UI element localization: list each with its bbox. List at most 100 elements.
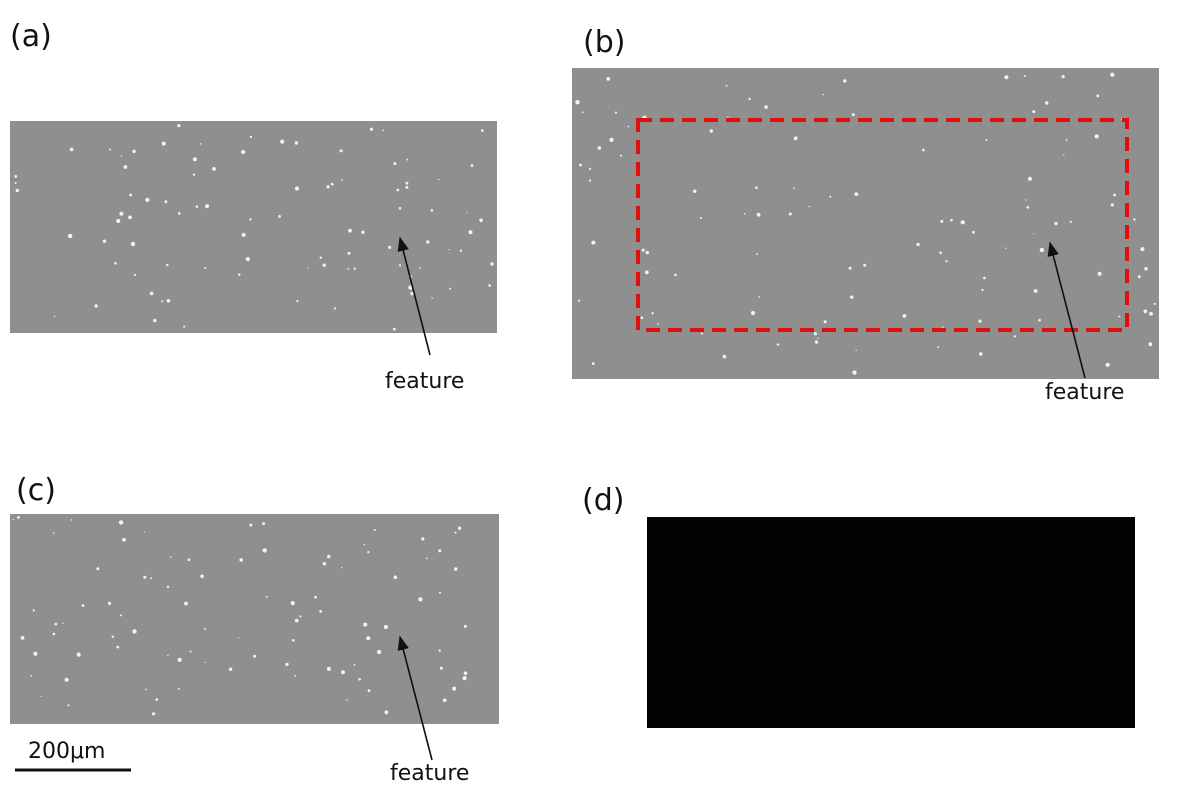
speckle [1062,75,1065,78]
speckle [193,157,197,161]
speckle [295,619,299,623]
speckle [346,699,348,701]
speckle [13,519,14,520]
speckle [1027,206,1030,209]
speckle [628,126,630,128]
speckle [591,241,595,245]
speckle [103,240,106,243]
speckle [278,215,281,218]
speckle [33,652,37,656]
speckle [377,650,381,654]
speckle [727,117,728,118]
speckle [1063,154,1064,155]
micrograph [572,68,1159,379]
speckle [394,575,398,579]
speckle [481,129,484,132]
speckle [620,155,622,157]
speckle [393,328,396,331]
speckle [490,262,493,265]
speckle [327,185,330,188]
speckle [121,155,122,156]
speckle [250,136,252,138]
speckle [448,249,449,250]
speckle [646,251,649,254]
speckle [294,675,296,677]
speckle [348,268,350,270]
speckle [748,98,750,100]
speckle [249,524,252,527]
speckle [21,636,25,640]
speckle [31,675,33,677]
speckle [374,529,376,531]
speckle [443,699,447,703]
speckle [463,676,467,680]
speckle [150,577,152,579]
speckle [903,314,907,318]
speckle [145,689,147,691]
speckle [829,196,831,198]
speckle [128,216,132,220]
speckle [292,639,295,642]
speckle [464,625,467,628]
speckle [1111,203,1114,206]
speckle [14,175,17,178]
speckle [178,658,182,662]
speckle [167,655,168,656]
speckle [426,558,428,560]
speckle [385,710,389,714]
speckle [150,292,154,296]
speckle [82,604,85,607]
speckle [367,551,369,553]
speckle [579,164,582,167]
speckle [1045,101,1048,104]
speckle [1133,218,1135,220]
speckle [112,636,114,638]
speckle [71,519,73,521]
speckle [755,186,758,189]
speckle [1040,248,1044,252]
speckle [1119,316,1121,318]
speckle [1144,310,1148,314]
speckle [341,670,345,674]
speckle [578,300,580,302]
speckle [615,112,617,114]
speckle [815,341,818,344]
speckle [1024,75,1026,77]
speckle [238,274,240,276]
speckle [440,667,443,670]
speckle [77,653,81,657]
speckle [794,136,798,140]
speckle [726,85,728,87]
speckle [439,592,441,594]
speckle [406,182,409,185]
speckle [764,105,767,108]
speckle [348,252,351,255]
speckle [108,602,111,605]
speckle [431,209,434,212]
speckle [986,139,988,141]
speckle [204,628,206,630]
speckle [756,253,758,255]
speckle [167,299,171,303]
speckle [1113,194,1116,197]
speckle [419,267,421,269]
speckle [598,146,602,150]
speckle [961,220,965,224]
speckle [843,79,846,82]
speckle [575,100,579,104]
speckle [981,289,983,291]
speckle [454,567,458,571]
speckle [455,532,457,534]
speckle [296,300,298,302]
speckle [589,179,591,181]
speckle [246,257,250,261]
speckle [320,257,322,259]
speckle [94,304,97,307]
speckle [438,549,441,552]
speckle [642,249,645,252]
micrograph [10,121,497,333]
speckle [1038,319,1041,322]
speckle [266,596,268,598]
speckle [922,149,925,152]
speckle [53,532,55,534]
